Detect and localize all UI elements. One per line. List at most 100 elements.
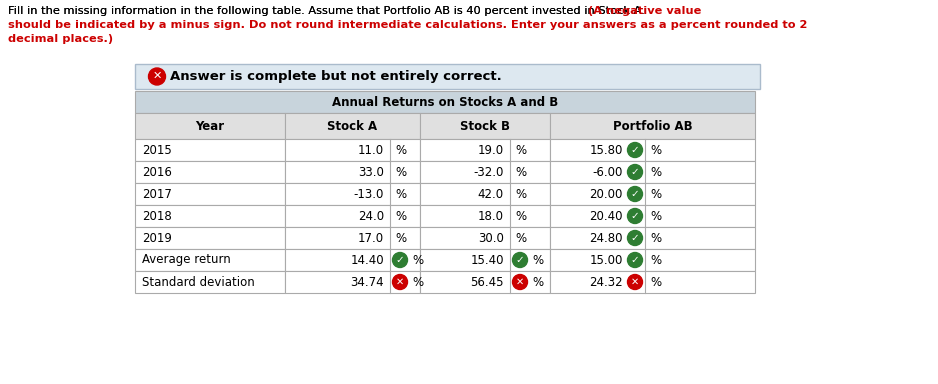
FancyBboxPatch shape [135, 249, 285, 271]
FancyBboxPatch shape [550, 249, 755, 271]
FancyBboxPatch shape [420, 113, 550, 139]
Text: should be indicated by a minus sign. Do not round intermediate calculations. Ent: should be indicated by a minus sign. Do … [8, 20, 808, 30]
Text: %: % [650, 253, 661, 266]
FancyBboxPatch shape [420, 271, 550, 293]
Text: 2019: 2019 [142, 232, 172, 245]
Text: 2017: 2017 [142, 187, 172, 200]
FancyBboxPatch shape [550, 227, 755, 249]
Text: 24.32: 24.32 [589, 275, 623, 288]
Text: ✓: ✓ [630, 167, 640, 177]
Text: ✓: ✓ [630, 189, 640, 199]
Text: %: % [515, 144, 526, 157]
Circle shape [512, 253, 527, 268]
FancyBboxPatch shape [285, 271, 420, 293]
Text: %: % [412, 275, 423, 288]
Text: ✓: ✓ [516, 255, 524, 265]
FancyBboxPatch shape [135, 91, 755, 113]
Text: 14.40: 14.40 [351, 253, 384, 266]
Text: Year: Year [195, 119, 224, 132]
Text: 24.0: 24.0 [358, 210, 384, 222]
Circle shape [392, 275, 407, 290]
Text: Fill in the missing information in the following table. Assume that Portfolio AB: Fill in the missing information in the f… [8, 6, 648, 16]
Text: %: % [650, 210, 661, 222]
Text: 18.0: 18.0 [478, 210, 504, 222]
Text: decimal places.): decimal places.) [8, 34, 113, 44]
Text: 34.74: 34.74 [351, 275, 384, 288]
Text: %: % [395, 187, 406, 200]
Text: 24.80: 24.80 [589, 232, 623, 245]
Text: 17.0: 17.0 [358, 232, 384, 245]
FancyBboxPatch shape [135, 227, 285, 249]
Text: %: % [395, 144, 406, 157]
Text: Annual Returns on Stocks A and B: Annual Returns on Stocks A and B [332, 96, 558, 109]
Text: ✕: ✕ [152, 71, 161, 81]
Text: %: % [395, 232, 406, 245]
Text: 2016: 2016 [142, 166, 172, 179]
Text: 15.80: 15.80 [590, 144, 623, 157]
FancyBboxPatch shape [135, 271, 285, 293]
FancyBboxPatch shape [550, 139, 755, 161]
FancyBboxPatch shape [550, 205, 755, 227]
FancyBboxPatch shape [135, 64, 760, 89]
Text: ✕: ✕ [631, 277, 639, 287]
Text: %: % [650, 166, 661, 179]
Text: 30.0: 30.0 [478, 232, 504, 245]
Text: (A negative value: (A negative value [588, 6, 702, 16]
Circle shape [392, 253, 407, 268]
Text: Standard deviation: Standard deviation [142, 275, 255, 288]
FancyBboxPatch shape [285, 183, 420, 205]
Text: 2015: 2015 [142, 144, 172, 157]
Text: 33.0: 33.0 [358, 166, 384, 179]
Text: 20.40: 20.40 [589, 210, 623, 222]
Text: %: % [650, 275, 661, 288]
FancyBboxPatch shape [135, 183, 285, 205]
Text: %: % [515, 166, 526, 179]
Text: Fill in the missing information in the following table. Assume that Portfolio AB: Fill in the missing information in the f… [8, 6, 648, 16]
FancyBboxPatch shape [550, 271, 755, 293]
Text: Answer is complete but not entirely correct.: Answer is complete but not entirely corr… [170, 70, 502, 83]
FancyBboxPatch shape [420, 249, 550, 271]
Text: -13.0: -13.0 [354, 187, 384, 200]
FancyBboxPatch shape [285, 249, 420, 271]
Circle shape [512, 275, 527, 290]
Text: Stock A: Stock A [327, 119, 378, 132]
FancyBboxPatch shape [135, 161, 285, 183]
Text: ✕: ✕ [396, 277, 404, 287]
Text: %: % [532, 253, 543, 266]
Circle shape [628, 142, 643, 157]
FancyBboxPatch shape [285, 205, 420, 227]
Text: Stock B: Stock B [460, 119, 510, 132]
FancyBboxPatch shape [135, 139, 285, 161]
Text: 2018: 2018 [142, 210, 172, 222]
Text: 11.0: 11.0 [358, 144, 384, 157]
FancyBboxPatch shape [285, 227, 420, 249]
Text: 42.0: 42.0 [477, 187, 504, 200]
FancyBboxPatch shape [285, 113, 420, 139]
Text: Average return: Average return [142, 253, 231, 266]
Text: -32.0: -32.0 [474, 166, 504, 179]
Text: %: % [532, 275, 543, 288]
Text: %: % [395, 166, 406, 179]
Text: ✓: ✓ [630, 255, 640, 265]
Text: %: % [515, 232, 526, 245]
Text: %: % [650, 232, 661, 245]
FancyBboxPatch shape [420, 183, 550, 205]
Text: %: % [650, 187, 661, 200]
Text: Portfolio AB: Portfolio AB [613, 119, 692, 132]
Circle shape [148, 68, 165, 85]
Circle shape [628, 164, 643, 179]
Text: ✕: ✕ [516, 277, 524, 287]
Text: ✓: ✓ [630, 233, 640, 243]
FancyBboxPatch shape [550, 183, 755, 205]
FancyBboxPatch shape [135, 205, 285, 227]
FancyBboxPatch shape [285, 139, 420, 161]
FancyBboxPatch shape [420, 139, 550, 161]
FancyBboxPatch shape [420, 161, 550, 183]
Text: %: % [412, 253, 423, 266]
FancyBboxPatch shape [135, 113, 285, 139]
FancyBboxPatch shape [550, 161, 755, 183]
Circle shape [628, 275, 643, 290]
FancyBboxPatch shape [420, 227, 550, 249]
Circle shape [628, 230, 643, 245]
Text: ✓: ✓ [396, 255, 404, 265]
